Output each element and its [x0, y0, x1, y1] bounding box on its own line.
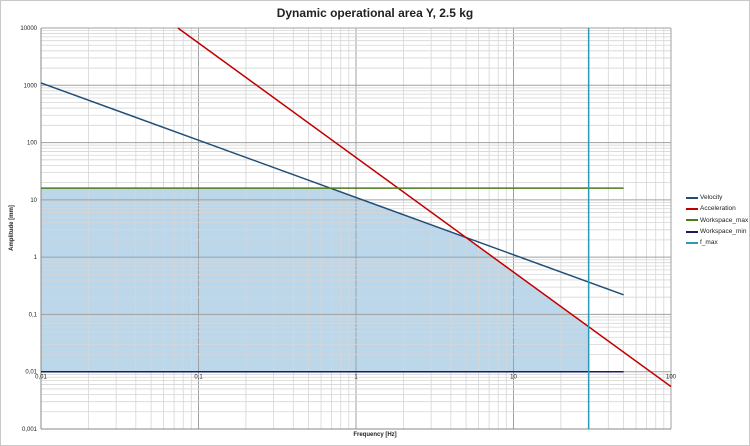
legend-label: f_max	[700, 239, 718, 247]
x-axis-label: Frequency [Hz]	[353, 432, 397, 438]
y-tick-label: 1	[34, 255, 38, 261]
legend-item: Acceleration	[686, 203, 748, 214]
legend-swatch	[686, 219, 698, 222]
legend-swatch	[686, 230, 698, 233]
chart-title: Dynamic operational area Y, 2.5 kg	[276, 6, 474, 20]
x-tick-label: 1	[354, 375, 358, 381]
legend-label: Acceleration	[700, 205, 736, 213]
y-tick-label: 1000	[24, 83, 38, 89]
x-tick-label: 0,01	[35, 375, 47, 381]
y-tick-label: 0,01	[25, 370, 37, 376]
y-tick-label: 10	[30, 198, 37, 204]
legend-label: Velocity	[700, 194, 723, 202]
legend-swatch	[686, 207, 698, 210]
legend-item: f_max	[686, 237, 748, 248]
legend-swatch	[686, 196, 698, 199]
y-tick-label: 0,1	[29, 312, 38, 318]
y-tick-label: 0,001	[22, 427, 38, 433]
legend: Velocity Acceleration Workspace_max Workspa…	[686, 192, 748, 248]
legend-item: Workspace_min	[686, 226, 748, 237]
x-tick-label: 0,1	[194, 375, 203, 381]
legend-item: Workspace_max	[686, 215, 748, 226]
legend-swatch	[686, 241, 698, 244]
y-tick-label: 10000	[20, 26, 37, 32]
legend-label: Workspace_max	[700, 216, 749, 224]
y-tick-label: 100	[27, 141, 38, 147]
legend-item: Velocity	[686, 192, 748, 203]
x-tick-label: 10	[510, 375, 517, 381]
x-tick-label: 100	[666, 375, 677, 381]
legend-label: Workspace_min	[700, 228, 747, 236]
